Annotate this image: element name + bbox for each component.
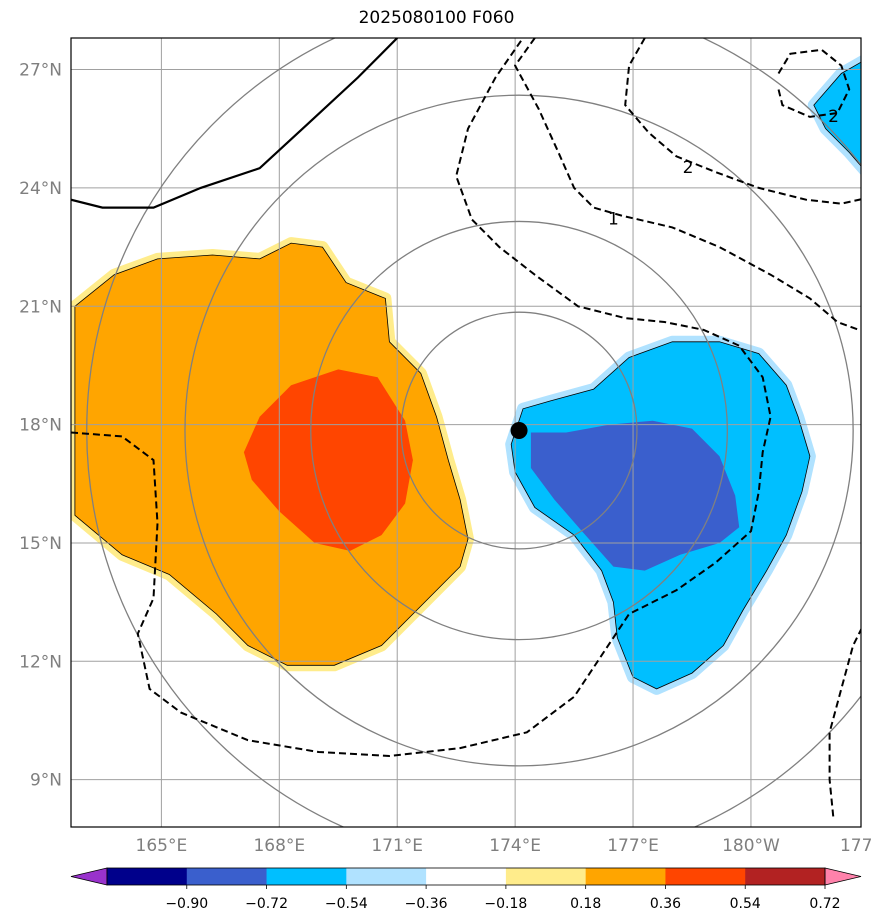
colorbar-cell: [665, 868, 746, 885]
colorbar-extend-low: [70, 867, 108, 886]
range-rings: [86, 38, 861, 827]
colorbar-tick-label: −0.54: [325, 896, 368, 912]
colorbar-tick-label: −0.18: [484, 896, 527, 912]
lat-tick-label: 24°N: [19, 179, 62, 199]
lat-tick-label: 18°N: [19, 416, 62, 436]
longitude-labels: 165°E 168°E 171°E 174°E 177°E 180°W 177°W: [136, 836, 873, 856]
plot-frame: [70, 37, 862, 828]
lon-tick-label: 174°E: [489, 836, 541, 856]
east-strong-negative: [530, 420, 740, 571]
lon-tick-label: 171°E: [371, 836, 423, 856]
colorbar-tick-label: 0.72: [809, 896, 840, 912]
colorbar: −0.90 −0.72 −0.54 −0.36 −0.18 0.18 0.36 0.54 0.7…: [70, 867, 862, 912]
center-dot: [510, 422, 528, 440]
colorbar-tick-label: 0.18: [570, 896, 601, 912]
lat-tick-label: 9°N: [30, 771, 62, 791]
contour-label: 2: [828, 107, 839, 127]
dashed-west: [71, 38, 772, 758]
northeast-negative-outline: [813, 61, 861, 167]
northeast-negative: [813, 62, 861, 166]
lon-tick-label: 165°E: [136, 836, 188, 856]
west-positive-outline: [74, 242, 469, 666]
lat-tick-label: 15°N: [19, 534, 62, 554]
lon-tick-label: 168°E: [253, 836, 305, 856]
colorbar-cell: [266, 868, 347, 885]
chart-title: 2025080100 F060: [358, 8, 515, 28]
lat-tick-label: 12°N: [19, 652, 62, 672]
contour-label: 2: [683, 158, 694, 178]
lat-tick-label: 27°N: [19, 61, 62, 81]
shaded-regions: [71, 55, 861, 695]
colorbar-cell: [426, 868, 507, 885]
dashed-2: [624, 38, 861, 205]
colorbar-tick-label: −0.90: [165, 896, 208, 912]
center-marker: [510, 422, 528, 440]
contour-lines: 1 2 2: [71, 38, 861, 820]
colorbar-tick-label: 0.36: [650, 896, 681, 912]
colorbar-cell: [745, 868, 826, 885]
lon-tick-label: 177°E: [607, 836, 659, 856]
colorbar-frame: [106, 867, 826, 886]
lat-tick-label: 21°N: [19, 297, 62, 317]
colorbar-cell: [585, 868, 666, 885]
contour-label: 1: [608, 209, 619, 229]
colorbar-cell: [186, 868, 268, 885]
latitude-labels: 27°N 24°N 21°N 18°N 15°N 12°N 9°N: [19, 61, 62, 791]
range-ring: [86, 38, 861, 827]
colorbar-cell: [346, 868, 427, 885]
range-ring: [400, 311, 638, 550]
range-ring: [184, 94, 854, 767]
dashed-2-loop: [777, 48, 851, 118]
colorbar-cell: [107, 868, 188, 885]
east-negative-outline: [510, 341, 811, 690]
colorbar-cell: [505, 868, 587, 885]
colorbar-extend-high: [824, 867, 862, 886]
colorbar-tick-label: −0.36: [405, 896, 448, 912]
colorbar-tick-label: 0.54: [730, 896, 761, 912]
lon-tick-label: 180°W: [722, 836, 780, 856]
colorbar-tick-label: −0.72: [245, 896, 288, 912]
range-ring: [310, 220, 729, 641]
gridlines: [71, 38, 861, 827]
west-strong-positive: [243, 369, 413, 551]
dashed-1: [513, 38, 861, 332]
solid-upper-left: [71, 38, 398, 209]
lon-tick-label: 177°W: [840, 836, 873, 856]
